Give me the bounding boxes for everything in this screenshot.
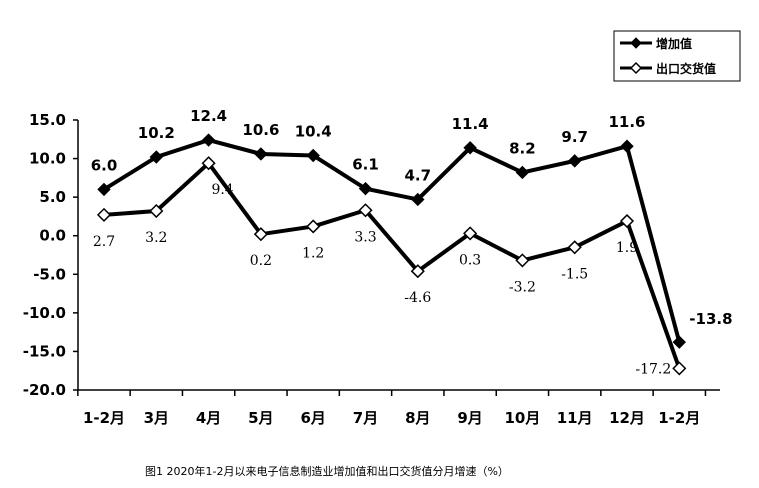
x-tick-label: 9月 [457, 409, 482, 427]
series-line [103, 161, 682, 370]
point-export [306, 219, 321, 234]
point-export [96, 207, 112, 222]
x-tick-label: 6月 [300, 409, 325, 427]
x-ticks: 1-2月 3月 4月 5月 6月 7月 8月 9月 10月 11月 12月 1-2月 [77, 390, 707, 427]
point-increase [620, 139, 634, 153]
data-label-export: 1.9 [616, 240, 638, 256]
labels-increase: 6.0 10.2 12.4 10.6 10.4 6.1 4.7 11.4 8.2 9.7 11.6 -… [91, 107, 733, 328]
y-tick-label: 5.0 [39, 188, 66, 206]
x-tick-label: 12月 [609, 409, 645, 427]
legend-marker-export [629, 61, 643, 75]
data-label-increase: 6.0 [91, 156, 118, 174]
point-increase [306, 148, 320, 163]
point-increase [358, 181, 373, 196]
data-label-increase: 9.7 [561, 128, 588, 146]
y-tick-label: -5.0 [33, 265, 66, 283]
data-label-increase: 4.7 [405, 166, 432, 184]
legend-label-increase: 增加值 [656, 36, 692, 51]
y-tick-label: -10.0 [23, 304, 66, 322]
data-label-increase: 8.2 [509, 139, 536, 157]
data-label-export: 2.7 [93, 234, 115, 250]
x-tick-label: 1-2月 [83, 409, 125, 427]
x-tick-label: 8月 [405, 409, 430, 427]
x-tick-label: 7月 [353, 409, 378, 427]
legend-marker-increase [630, 37, 642, 49]
data-label-export: -3.2 [509, 279, 536, 295]
data-label-export: 1.2 [302, 245, 324, 261]
point-increase [463, 141, 477, 155]
point-export [515, 253, 530, 268]
data-label-increase: 10.6 [242, 121, 279, 139]
point-increase [411, 192, 425, 207]
data-label-export: -4.6 [404, 290, 431, 306]
data-label-export: 9.4 [211, 182, 233, 198]
y-tick-label: -20.0 [23, 381, 66, 399]
series-export [96, 156, 687, 376]
data-label-export: -17.2 [635, 361, 671, 377]
legend: 增加值 出口交货值 [613, 30, 741, 82]
data-label-increase: 12.4 [190, 107, 227, 125]
point-export [358, 203, 373, 218]
point-export [201, 156, 216, 171]
data-label-increase: 10.4 [295, 122, 332, 140]
point-export [410, 264, 425, 279]
point-increase [97, 182, 111, 197]
x-tick-label: 1-2月 [658, 409, 700, 427]
x-tick-label: 11月 [557, 409, 593, 427]
x-tick-label: 3月 [144, 409, 169, 427]
x-tick-label: 10月 [504, 409, 540, 427]
data-label-increase: 6.1 [352, 156, 379, 174]
data-label-export: 0.2 [250, 253, 272, 269]
data-label-increase: 11.6 [608, 113, 645, 131]
legend-label-export: 出口交货值 [656, 61, 716, 76]
point-export [463, 226, 478, 241]
data-label-export: 3.3 [354, 229, 376, 245]
y-tick-label: 0.0 [39, 227, 66, 245]
x-tick-label: 5月 [248, 409, 273, 427]
x-tick-label: 4月 [196, 409, 221, 427]
data-label-export: -1.5 [561, 266, 588, 282]
y-tick-label: 15.0 [29, 111, 66, 129]
data-label-export: 0.3 [459, 252, 481, 268]
point-export [149, 203, 164, 219]
chart-caption: 图1 2020年1-2月以来电子信息制造业增加值和出口交货值分月增速（%） [145, 464, 509, 478]
point-export [672, 361, 687, 376]
y-ticks: 15.0 10.0 5.0 0.0 -5.0 -10.0 -15.0 -20.0 [23, 111, 78, 399]
y-tick-label: 10.0 [29, 150, 66, 168]
series-line [102, 138, 682, 343]
data-label-export: 3.2 [145, 230, 167, 246]
y-tick-label: -15.0 [23, 342, 66, 360]
data-label-increase: 10.2 [138, 124, 175, 142]
point-increase [254, 147, 268, 161]
point-increase [672, 335, 687, 349]
point-increase [515, 165, 530, 180]
point-increase [567, 154, 582, 168]
point-export [619, 213, 635, 229]
data-label-increase: 11.4 [452, 115, 489, 133]
labels-export: 2.7 3.2 9.4 0.2 1.2 3.3 -4.6 0.3 -3.2 -1.5 1.9 -17.… [93, 182, 671, 377]
series-increase [97, 133, 687, 349]
point-export [567, 240, 582, 255]
point-export [253, 227, 268, 242]
data-label-increase: -13.8 [689, 310, 732, 328]
point-increase [201, 133, 216, 147]
point-increase [149, 150, 164, 164]
